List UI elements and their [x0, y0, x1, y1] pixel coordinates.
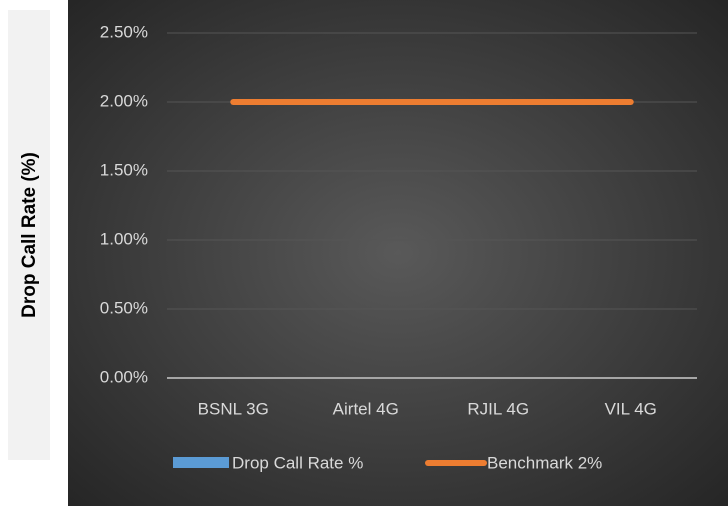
axis-title-panel [8, 10, 50, 460]
legend-label: Benchmark 2% [487, 453, 602, 472]
y-tick-label: 0.50% [100, 298, 148, 317]
legend-label: Drop Call Rate % [232, 453, 363, 472]
x-tick-label: RJIL 4G [467, 399, 529, 418]
legend-swatch [173, 457, 229, 468]
chart-area [68, 0, 728, 506]
y-tick-label: 1.50% [100, 160, 148, 179]
x-tick-label: BSNL 3G [198, 399, 269, 418]
y-tick-label: 2.50% [100, 22, 148, 41]
x-tick-label: Airtel 4G [333, 399, 399, 418]
y-axis-title: Drop Call Rate (%) [19, 152, 40, 318]
y-tick-label: 0.00% [100, 367, 148, 386]
x-tick-label: VIL 4G [605, 399, 657, 418]
y-tick-label: 2.00% [100, 91, 148, 110]
y-tick-label: 1.00% [100, 229, 148, 248]
